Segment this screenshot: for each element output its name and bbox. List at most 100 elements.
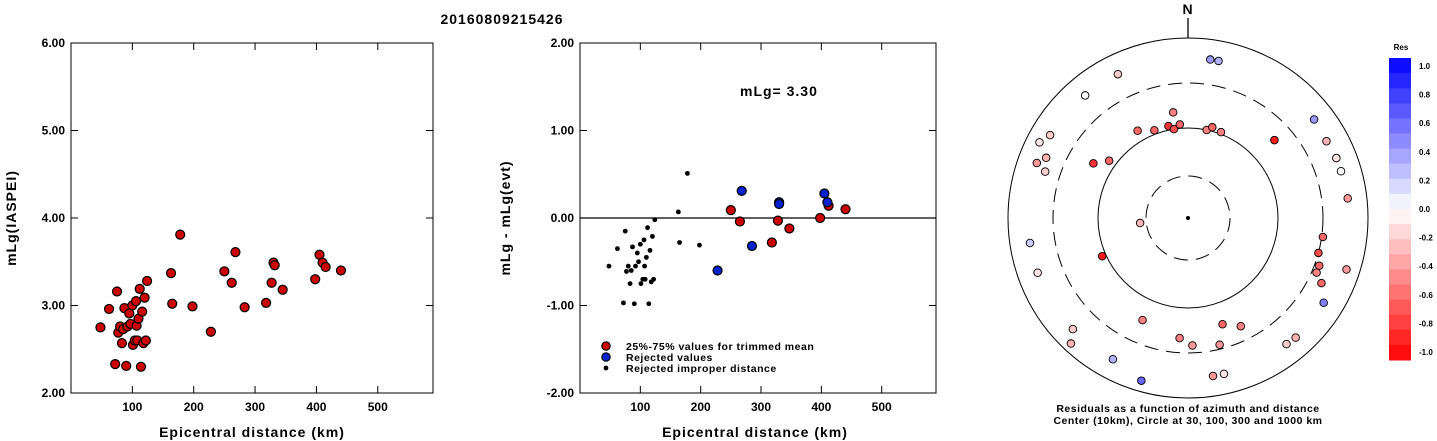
data-point	[622, 228, 628, 234]
colorbar-cell	[1389, 209, 1411, 225]
data-point	[269, 260, 280, 271]
legend-label: Rejected values	[626, 352, 713, 364]
data-point	[840, 204, 851, 215]
y-axis: 2.00 3.00 4.00 5.00 6.00	[42, 36, 433, 400]
center-dot	[1186, 216, 1190, 220]
data-point	[627, 281, 633, 287]
station-point	[1317, 278, 1326, 288]
event-magnitude-annotation: mLg= 3.30	[740, 83, 818, 99]
station-point	[1097, 251, 1107, 261]
data-point	[139, 292, 150, 303]
station-point	[1208, 123, 1217, 132]
station-point	[1215, 340, 1224, 350]
y-tick-label: 4.00	[42, 211, 66, 225]
data-point	[134, 283, 145, 294]
data-point	[677, 240, 682, 245]
data-point	[734, 216, 745, 227]
station-point	[1270, 135, 1279, 145]
station-point	[1175, 333, 1184, 343]
colorbar-cell	[1389, 88, 1411, 104]
station-point	[1025, 238, 1035, 248]
station-point	[1188, 341, 1197, 350]
data-point	[631, 301, 637, 307]
legend-label: 25%-75% values for trimmed mean	[626, 341, 814, 353]
data-point	[725, 205, 736, 216]
data-point	[624, 268, 629, 274]
colorbar-tick-label: 1.0	[1419, 62, 1431, 71]
station-point	[1343, 194, 1352, 203]
data-point	[110, 359, 121, 370]
data-point	[95, 322, 106, 333]
data-point	[784, 223, 795, 234]
x-tick-label: 300	[245, 400, 265, 414]
y-tick-label: 6.00	[42, 36, 66, 50]
ring-30km	[1145, 175, 1231, 261]
station-point	[1169, 124, 1179, 134]
data-point	[219, 266, 230, 277]
data-point	[111, 286, 123, 297]
legend-marker	[603, 365, 609, 371]
x-tick-label: 200	[691, 400, 711, 414]
colorbar-cell	[1389, 329, 1411, 346]
colorbar-cell	[1389, 163, 1411, 180]
data-points	[95, 229, 347, 372]
data-point	[645, 225, 650, 231]
residual-vs-distance-plot: -2.00 -1.00 0.00 1.00 2.00 100 200 300 400 500 m…	[497, 36, 937, 440]
y-tick-label: 2.00	[551, 36, 575, 50]
station-point	[1312, 268, 1321, 277]
data-point	[641, 237, 647, 243]
data-point	[652, 217, 658, 223]
y-tick-label: 1.00	[551, 124, 575, 138]
y-axis-label: mLg - mLg(evt)	[497, 160, 513, 275]
colorbar-cell	[1389, 133, 1411, 150]
station-point	[1332, 153, 1341, 163]
station-point	[1218, 320, 1227, 329]
data-point	[205, 326, 216, 337]
colorbar-tick-label: 0.0	[1419, 205, 1431, 214]
colorbar-cell	[1389, 178, 1411, 195]
data-point	[647, 247, 653, 253]
station-point	[1291, 333, 1300, 342]
colorbar-cell	[1389, 118, 1411, 134]
station-point	[1150, 126, 1159, 135]
ring-100km	[1097, 127, 1279, 309]
y-tick-label: 5.00	[42, 124, 66, 138]
colorbar-tick-label: -0.6	[1419, 291, 1433, 300]
x-tick-label: 500	[368, 400, 388, 414]
colorbar-tick-label: -1.0	[1419, 348, 1433, 357]
colorbar-cell	[1389, 148, 1411, 165]
y-tick-label: -1.00	[547, 299, 575, 313]
data-point	[277, 284, 288, 295]
legend-marker	[601, 341, 611, 351]
station-point	[1133, 126, 1142, 136]
data-point	[822, 197, 833, 208]
data-point	[320, 261, 331, 273]
data-point	[135, 361, 147, 372]
data-point	[140, 335, 151, 346]
data-point	[642, 276, 648, 282]
data-point	[642, 263, 647, 269]
station-point	[1033, 268, 1042, 277]
north-label: N	[1182, 1, 1193, 17]
station-point	[1206, 55, 1215, 64]
station-point	[1137, 376, 1146, 385]
station-point	[1214, 56, 1223, 66]
colorbar-cell	[1389, 284, 1411, 301]
station-point	[1175, 120, 1185, 129]
data-point	[643, 254, 649, 260]
colorbar-ticks: 1.0 0.8 0.6 0.4 0.2 0.0 -0.2 -0.4 -0.6 -0.8 -1.0	[1419, 62, 1433, 357]
x-axis-label: Epicentral distance (km)	[662, 424, 848, 440]
data-point	[615, 246, 620, 252]
y-tick-label: -2.00	[547, 386, 575, 400]
chart-title: 20160809215426	[440, 11, 563, 27]
station-points	[1025, 55, 1352, 385]
data-point	[637, 241, 643, 247]
x-tick-label: 200	[184, 400, 204, 414]
station-point	[1322, 136, 1331, 146]
station-point	[1104, 156, 1114, 165]
azimuth-residual-plot: N Residuals as a function of azimuth and…	[1007, 1, 1369, 427]
colorbar-cell	[1389, 269, 1411, 285]
station-point	[1135, 218, 1145, 228]
station-point	[1168, 108, 1178, 117]
data-point	[606, 263, 612, 269]
